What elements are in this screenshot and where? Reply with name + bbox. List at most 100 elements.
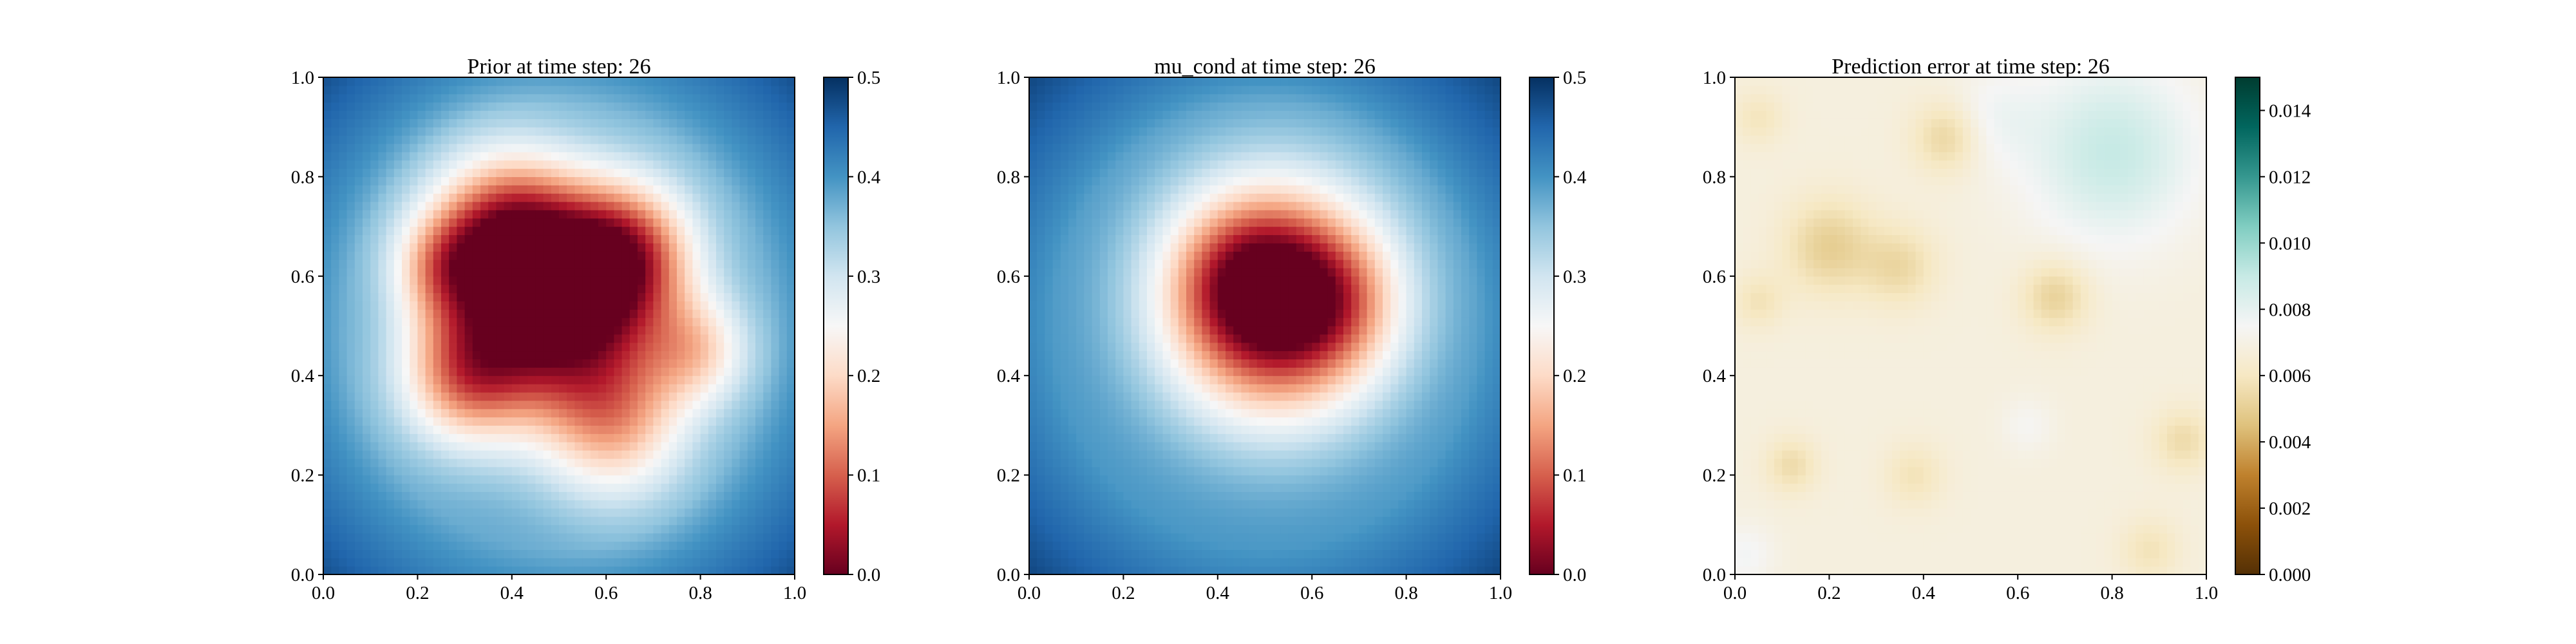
heatmap-cell xyxy=(1186,135,1195,144)
heatmap-cell xyxy=(488,367,497,376)
heatmap-cell xyxy=(685,425,693,434)
heatmap-cell xyxy=(449,458,457,468)
heatmap-cell xyxy=(739,226,748,236)
heatmap-cell xyxy=(402,342,410,352)
heatmap-cell xyxy=(527,185,536,194)
heatmap-cell xyxy=(472,309,481,318)
heatmap-cell xyxy=(708,110,717,119)
heatmap-cell xyxy=(598,292,607,301)
heatmap-cell xyxy=(685,442,693,451)
heatmap-cell xyxy=(739,326,748,335)
heatmap-cell xyxy=(1115,425,1124,434)
heatmap-cell xyxy=(692,367,701,376)
heatmap-cell xyxy=(692,176,701,185)
heatmap-cell xyxy=(1131,93,1140,103)
heatmap-cell xyxy=(1178,176,1187,185)
heatmap-cell xyxy=(441,209,450,219)
heatmap-cell xyxy=(732,284,741,294)
heatmap-cell xyxy=(1092,417,1101,426)
heatmap-cell xyxy=(402,160,410,169)
heatmap-cell xyxy=(504,558,513,567)
heatmap-cell xyxy=(692,209,701,219)
heatmap-cell xyxy=(535,151,544,161)
heatmap-cell xyxy=(331,483,339,492)
heatmap-cell xyxy=(1068,392,1077,401)
heatmap-cell xyxy=(1178,160,1187,169)
heatmap-cell xyxy=(378,260,387,269)
heatmap-cell xyxy=(590,143,599,153)
heatmap-cell xyxy=(425,202,434,211)
heatmap-cell xyxy=(433,267,442,277)
heatmap-cell xyxy=(1029,209,1037,219)
heatmap-cell xyxy=(441,301,450,310)
heatmap-cell xyxy=(449,151,457,161)
heatmap-cell xyxy=(543,209,552,219)
heatmap-cell xyxy=(1108,491,1116,500)
heatmap-cell xyxy=(1099,185,1108,194)
heatmap-cell xyxy=(488,541,497,550)
heatmap-cell xyxy=(1099,77,1108,86)
heatmap-cell xyxy=(598,234,607,243)
heatmap-cell xyxy=(1131,234,1140,243)
heatmap-cell xyxy=(606,417,614,426)
heatmap-cell xyxy=(574,541,583,550)
heatmap-cell xyxy=(614,458,623,468)
heatmap-cell xyxy=(480,359,489,368)
heatmap-cell xyxy=(763,500,772,509)
heatmap-cell xyxy=(582,367,591,376)
heatmap-cell xyxy=(480,533,489,542)
heatmap-cell xyxy=(606,359,614,368)
heatmap-cell xyxy=(511,260,520,269)
heatmap-cell xyxy=(402,143,410,153)
heatmap-cell xyxy=(614,284,623,294)
heatmap-cell xyxy=(1060,392,1069,401)
heatmap-cell xyxy=(606,193,614,202)
heatmap-cell xyxy=(732,342,741,352)
heatmap-cell xyxy=(692,342,701,352)
heatmap-cell xyxy=(472,118,481,128)
heatmap-cell xyxy=(645,500,654,509)
heatmap-cell xyxy=(1178,384,1187,393)
heatmap-cell xyxy=(739,301,748,310)
heatmap-cell xyxy=(1092,309,1101,318)
heatmap-cell xyxy=(716,301,724,310)
heatmap-cell xyxy=(700,508,709,517)
heatmap-cell xyxy=(786,392,795,401)
heatmap-cell xyxy=(417,309,426,318)
heatmap-cell xyxy=(417,524,426,534)
heatmap-cell xyxy=(1092,251,1101,260)
heatmap-cell xyxy=(480,375,489,384)
heatmap-cell xyxy=(433,334,442,343)
heatmap-cell xyxy=(582,342,591,352)
heatmap-cell xyxy=(786,251,795,260)
heatmap-cell xyxy=(653,433,662,442)
heatmap-cell xyxy=(645,260,654,269)
heatmap-cell xyxy=(1115,466,1124,476)
heatmap-cell xyxy=(1131,417,1140,426)
heatmap-cell xyxy=(685,226,693,236)
heatmap-cell xyxy=(716,466,724,476)
heatmap-cell xyxy=(755,400,764,410)
heatmap-cell xyxy=(339,77,348,86)
heatmap-cell xyxy=(339,483,348,492)
heatmap-cell xyxy=(1147,475,1155,484)
heatmap-cell xyxy=(543,524,552,534)
heatmap-cell xyxy=(1147,317,1155,327)
heatmap-cell xyxy=(692,442,701,451)
heatmap-cell xyxy=(1068,433,1077,442)
heatmap-cell xyxy=(425,516,434,526)
heatmap-cell xyxy=(520,442,528,451)
heatmap-cell xyxy=(370,118,379,128)
heatmap-cell xyxy=(763,566,772,575)
heatmap-cell xyxy=(417,400,426,410)
heatmap-cell xyxy=(1139,566,1148,575)
heatmap-cell xyxy=(1076,475,1084,484)
heatmap-cell xyxy=(708,151,717,161)
heatmap-cell xyxy=(543,433,552,442)
heatmap-cell xyxy=(363,168,371,177)
heatmap-cell xyxy=(567,475,575,484)
heatmap-cell xyxy=(724,202,732,211)
heatmap-cell xyxy=(433,202,442,211)
heatmap-cell xyxy=(1037,127,1045,136)
heatmap-cell xyxy=(629,342,638,352)
